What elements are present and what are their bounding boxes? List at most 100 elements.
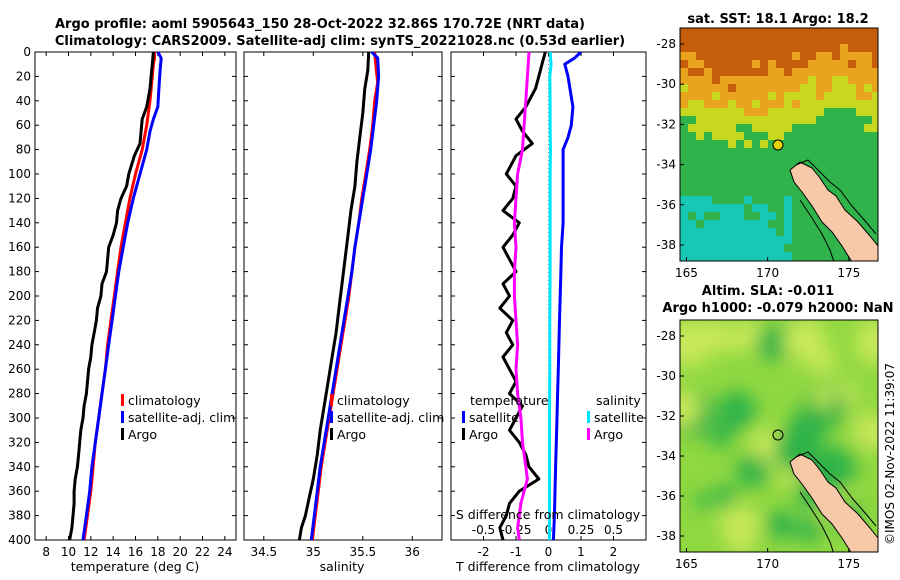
sst-cell — [760, 52, 769, 61]
sst-cell — [728, 116, 737, 125]
sst-cell — [696, 84, 705, 93]
sst-cell — [736, 156, 745, 165]
sst-cell — [704, 172, 713, 181]
x-tick-label: 0 — [545, 545, 553, 559]
x-tick-label: 35 — [306, 545, 321, 559]
map-y-tick-label: -32 — [656, 409, 676, 423]
legend-label-satellite-adj: satellite-adj. clim — [337, 410, 444, 425]
sst-cell — [848, 76, 857, 85]
sst-cell — [712, 172, 721, 181]
sst-cell — [784, 60, 793, 69]
sst-cell — [744, 220, 753, 229]
sst-cell — [776, 164, 785, 173]
sst-cell — [768, 108, 777, 117]
sst-cell — [680, 116, 689, 125]
sst-cell — [736, 196, 745, 205]
sst-cell — [840, 156, 849, 165]
sst-cell — [832, 84, 841, 93]
sst-cell — [688, 100, 697, 109]
sst-cell — [728, 68, 737, 77]
sst-cell — [768, 116, 777, 125]
sst-cell — [720, 76, 729, 85]
sst-cell — [808, 92, 817, 101]
sst-cell — [816, 116, 825, 125]
sst-cell — [696, 164, 705, 173]
sst-cell — [816, 228, 825, 237]
sst-cell — [768, 100, 777, 109]
sst-cell — [736, 148, 745, 157]
x-tick-label: 10 — [61, 545, 76, 559]
sst-cell — [736, 76, 745, 85]
sst-cell — [872, 116, 881, 125]
sst-cell — [840, 164, 849, 173]
sla-blob — [731, 539, 749, 557]
sst-cell — [856, 84, 865, 93]
map-y-tick-label: -38 — [656, 238, 676, 252]
series-temperature-satellite-line — [553, 52, 581, 540]
depth-tick-label: 340 — [8, 460, 31, 474]
sst-cell — [816, 156, 825, 165]
sst-cell — [768, 132, 777, 141]
sst-cell — [824, 244, 833, 253]
legend-header-temperature: temperature — [470, 393, 549, 408]
sst-cell — [872, 180, 881, 189]
map-y-tick-label: -34 — [656, 449, 676, 463]
sst-cell — [840, 140, 849, 149]
sst-cell — [736, 124, 745, 133]
sst-cell — [800, 60, 809, 69]
sst-cell — [792, 212, 801, 221]
series-climatology-line — [84, 52, 154, 540]
sst-cell — [856, 116, 865, 125]
sst-cell — [856, 52, 865, 61]
sst-cell — [872, 196, 881, 205]
sst-cell — [712, 156, 721, 165]
sst-cell — [768, 84, 777, 93]
sst-cell — [848, 116, 857, 125]
sst-cell — [776, 212, 785, 221]
legend-label-argo: Argo — [128, 427, 157, 442]
sst-cell — [872, 44, 881, 53]
sla-blob — [855, 320, 898, 363]
sst-cell — [704, 92, 713, 101]
series-satellite-adj-clim-line — [83, 52, 161, 540]
sst-cell — [784, 36, 793, 45]
map-y-tick-label: -30 — [656, 369, 676, 383]
sla-blob — [813, 388, 834, 409]
sst-cell — [704, 28, 713, 37]
depth-tick-label: 260 — [8, 362, 31, 376]
sst-cell — [800, 244, 809, 253]
sst-cell — [680, 92, 689, 101]
sst-cell — [760, 68, 769, 77]
legend-label-climatology: climatology — [128, 393, 201, 408]
sst-cell — [768, 28, 777, 37]
series-climatology-line — [312, 52, 377, 540]
sst-cell — [840, 52, 849, 61]
sst-cell — [856, 92, 865, 101]
sst-cell — [704, 132, 713, 141]
sst-cell — [824, 140, 833, 149]
sst-cell — [872, 148, 881, 157]
sst-cell — [696, 52, 705, 61]
sst-cell — [792, 140, 801, 149]
sst-cell — [680, 68, 689, 77]
sst-cell — [856, 100, 865, 109]
sst-cell — [760, 228, 769, 237]
sst-cell — [720, 188, 729, 197]
sst-cell — [752, 156, 761, 165]
sst-cell — [728, 172, 737, 181]
sst-cell — [680, 220, 689, 229]
sst-cell — [704, 188, 713, 197]
salinity-lines — [299, 52, 378, 540]
sst-cell — [808, 28, 817, 37]
sst-cell — [736, 244, 745, 253]
map-y-tick-label: -36 — [656, 489, 676, 503]
sst-cell — [768, 252, 777, 261]
sst-cell — [752, 244, 761, 253]
sst-cell — [688, 196, 697, 205]
sst-cell — [768, 124, 777, 133]
sst-cell — [816, 68, 825, 77]
sst-cell — [792, 132, 801, 141]
sst-cell — [784, 228, 793, 237]
sst-cell — [712, 140, 721, 149]
sst-cell — [800, 148, 809, 157]
